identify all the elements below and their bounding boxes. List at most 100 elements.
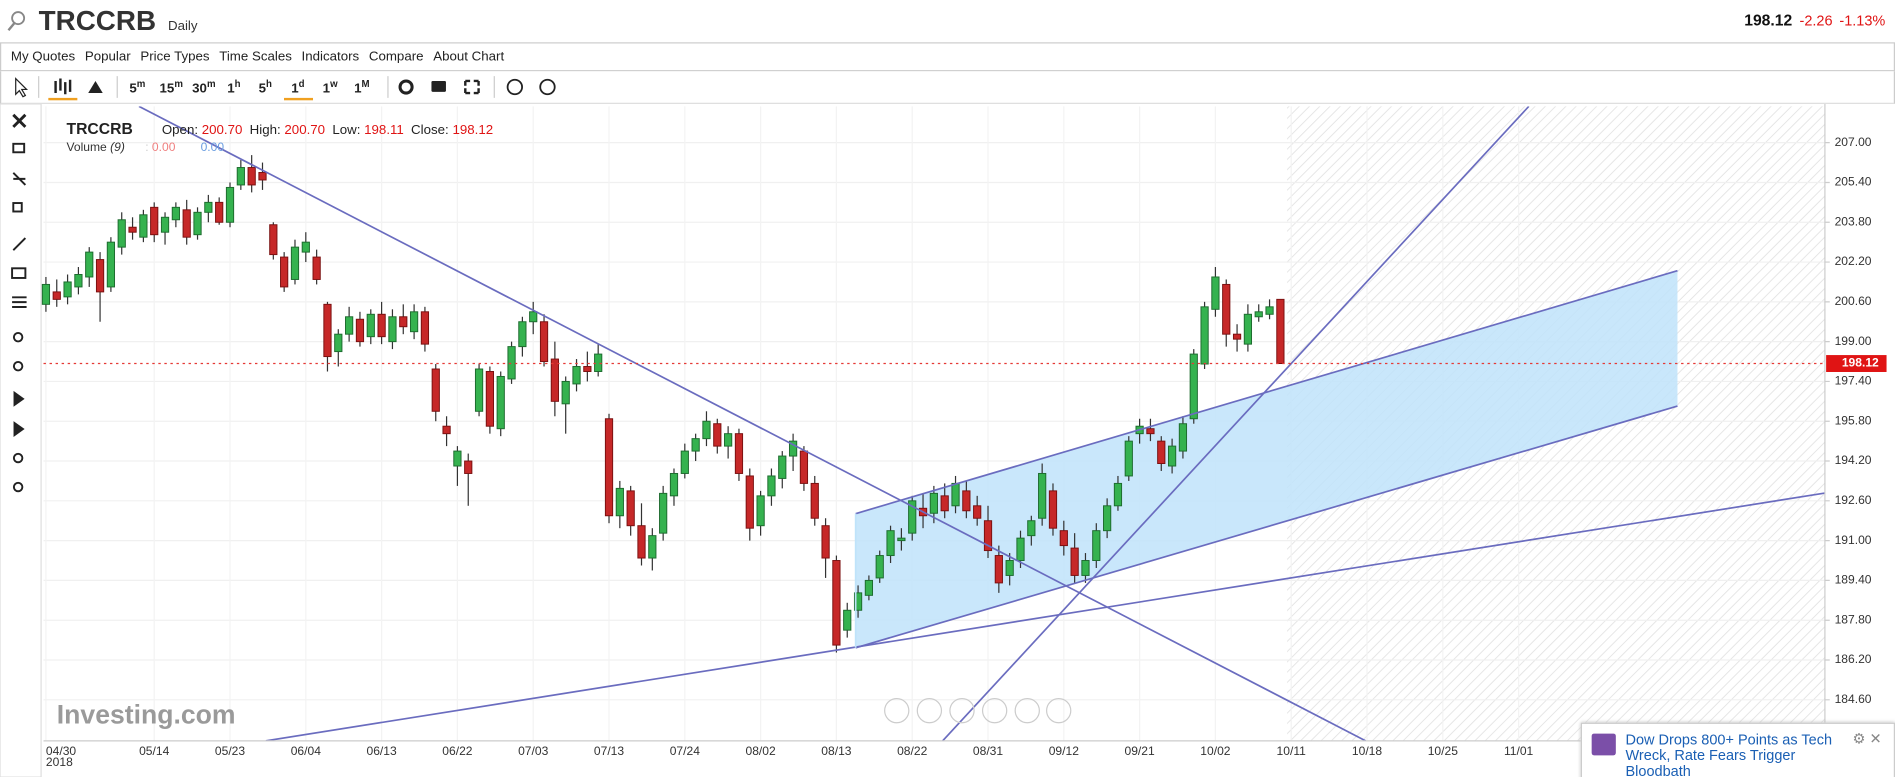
candle-body [182, 209, 191, 238]
candle-body [1005, 560, 1014, 576]
candle-body [1016, 537, 1025, 562]
x-tick-label: 10/18 [1352, 744, 1383, 758]
fullscreen-icon[interactable] [464, 79, 480, 95]
candle-body [691, 438, 700, 452]
candle-body [204, 201, 213, 213]
y-tick-label: 205.40 [1835, 175, 1872, 189]
x-tick-label: 05/23 [215, 744, 246, 758]
search-icon[interactable] [7, 10, 31, 34]
candle-body [1027, 520, 1036, 537]
candle-body [225, 186, 235, 223]
candle-body [377, 313, 386, 338]
candle-body [680, 450, 689, 474]
candle-body [702, 420, 711, 440]
candle-body [724, 433, 733, 447]
legend-label: Low: [332, 123, 361, 138]
x-tick-label: 07/24 [670, 744, 701, 758]
timeframe[interactable]: 5m [129, 79, 145, 97]
symbol: TRCCRB [38, 4, 157, 37]
legend-value: 200.70 [284, 123, 326, 138]
tool-icon [12, 331, 24, 343]
legend-label: High: [249, 123, 281, 138]
menu-item[interactable]: Popular [84, 49, 131, 65]
candle-body [453, 450, 462, 467]
legend-symbol: TRCCRB [66, 119, 133, 138]
timeframe[interactable]: 5h [259, 79, 272, 97]
menu-item[interactable]: Compare [368, 49, 424, 65]
candle-body [193, 211, 202, 236]
timeframe[interactable]: 30m [192, 79, 215, 97]
candle-body [615, 487, 624, 517]
news-icon [1591, 733, 1616, 756]
x-tick-label: 11/01 [1504, 744, 1534, 758]
timeframe[interactable]: 1d [291, 79, 304, 97]
menu-item[interactable]: Price Types [140, 49, 210, 65]
change-pct: -1.13% [1839, 12, 1886, 30]
candle-body [637, 525, 646, 559]
timeframe-number: 30 [192, 81, 207, 97]
volume-label: Volume [66, 141, 107, 155]
axes: 207.00 205.40 203.80 202.20 200.60 199.00 197.… [43, 135, 1887, 769]
upload-icon[interactable] [539, 78, 556, 96]
y-tick-label: 194.20 [1835, 453, 1872, 467]
candle-body [366, 313, 375, 338]
candle-body [334, 333, 343, 353]
y-tick-label: 186.20 [1835, 652, 1872, 666]
close-icon [12, 113, 27, 128]
candle-body [583, 366, 592, 372]
camera-icon[interactable] [431, 80, 446, 92]
toolbar: 5m 15m 30m 1h 5h 1d 1w 1M [0, 71, 1895, 104]
candle-body [1200, 306, 1209, 365]
x-tick-label: 08/31 [973, 744, 1004, 758]
legend-value: 198.12 [452, 123, 494, 138]
area-icon[interactable] [88, 80, 103, 94]
timeframe[interactable]: 1M [354, 79, 369, 97]
timeframe-unit: m [206, 78, 216, 90]
volume-legend: Volume (9) : 0.00 0.00 [66, 141, 224, 154]
candle-body [1113, 482, 1123, 507]
news-headline[interactable]: Dow Drops 800+ Points as Tech Wreck, Rat… [1625, 731, 1833, 777]
menu-item[interactable]: About Chart [433, 49, 505, 65]
candle-body [1243, 313, 1253, 345]
menu-item[interactable]: Time Scales [219, 49, 292, 65]
x-tick-label: 04/30 [46, 744, 77, 758]
timeframe[interactable]: 1h [227, 79, 240, 97]
candle-body [756, 495, 765, 527]
download-icon[interactable] [506, 78, 523, 96]
y-tick-label: 203.80 [1835, 214, 1872, 228]
news-close[interactable]: ⚙ ✕ [1852, 729, 1882, 747]
settings-icon[interactable] [398, 79, 414, 95]
pointer-icon[interactable] [15, 77, 29, 98]
candle-body [594, 353, 603, 372]
legend-value: 200.70 [201, 123, 243, 138]
menu-item[interactable]: My Quotes [10, 49, 76, 65]
x-tick-label: 07/03 [518, 744, 549, 758]
trend-line [265, 492, 1825, 741]
candles-icon[interactable] [54, 78, 72, 95]
candle-body [52, 291, 61, 300]
tool-icon [11, 267, 27, 279]
candle-body [63, 281, 72, 298]
timeframe-unit: h [234, 78, 241, 90]
x-tick-label: 09/21 [1124, 744, 1155, 758]
candle-body [864, 579, 874, 596]
legend-label: Open: [161, 123, 199, 138]
candle-body [485, 371, 495, 427]
candle-body [301, 241, 310, 253]
candle-body [323, 303, 332, 358]
volume-period: (9) [110, 141, 125, 155]
candle-body [539, 321, 549, 363]
candle-body [604, 418, 614, 517]
candle-body [1059, 530, 1068, 547]
trend-line [138, 106, 1367, 741]
candle-body [1081, 560, 1090, 576]
x-tick-label: 06/13 [366, 744, 397, 758]
menu-bar: My Quotes Popular Price Types Time Scales In… [0, 42, 1895, 72]
trend-lines [138, 106, 1825, 741]
candle-body [269, 224, 278, 256]
menu-item[interactable]: Indicators [301, 49, 360, 65]
timeframe[interactable]: 1w [323, 79, 338, 97]
news-popup[interactable]: Dow Drops 800+ Points as Tech Wreck, Rat… [1580, 722, 1895, 777]
candle-body [550, 358, 559, 402]
timeframe[interactable]: 15m [160, 79, 183, 97]
